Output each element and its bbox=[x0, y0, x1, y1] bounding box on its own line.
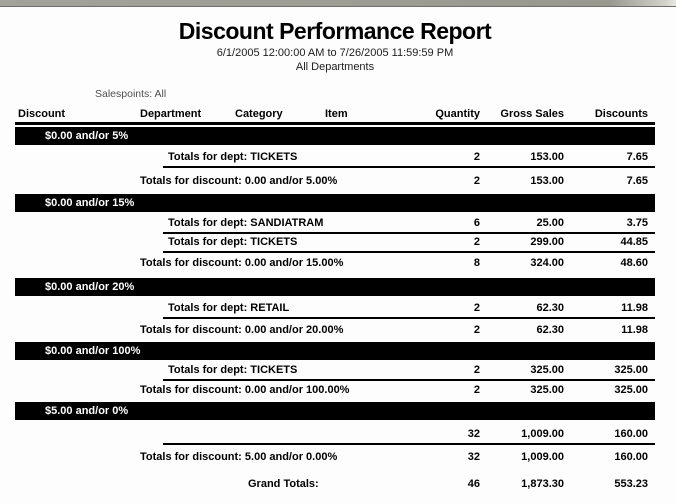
column-header-quantity: Quantity bbox=[435, 108, 480, 120]
discount-total-label: Totals for discount: 0.00 and/or 100.00% bbox=[140, 384, 350, 396]
discounts-cell: 3.75 bbox=[626, 217, 648, 229]
dept-total-label: Totals for dept: TICKETS bbox=[168, 151, 298, 163]
discount-total-label: Totals for discount: 0.00 and/or 20.00% bbox=[140, 324, 344, 336]
dept-total-row: 32 1,009.00 160.00 bbox=[15, 428, 655, 445]
column-header-row: Discount Department Category Item Quanti… bbox=[15, 107, 655, 125]
dept-total-label: Totals for dept: TICKETS bbox=[168, 236, 298, 248]
discounts-cell: 44.85 bbox=[620, 236, 648, 248]
quantity-cell: 46 bbox=[467, 478, 480, 490]
quantity-cell: 2 bbox=[473, 384, 480, 396]
discounts-cell: 325.00 bbox=[614, 364, 648, 376]
discount-total-label: Totals for discount: 0.00 and/or 15.00% bbox=[140, 257, 344, 269]
quantity-cell: 2 bbox=[473, 236, 480, 248]
discounts-cell: 7.65 bbox=[626, 175, 648, 187]
quantity-cell: 2 bbox=[473, 364, 480, 376]
discount-group-bar: $0.00 and/or 15% bbox=[15, 194, 655, 212]
quantity-cell: 32 bbox=[467, 428, 480, 440]
discounts-cell: 160.00 bbox=[614, 451, 648, 463]
report-page: Discount Performance Report 6/1/2005 12:… bbox=[0, 18, 676, 491]
column-header-department: Department bbox=[140, 108, 202, 120]
grand-totals-row: Grand Totals: 46 1,873.30 553.23 bbox=[15, 478, 655, 491]
gross-sales-cell: 1,009.00 bbox=[521, 428, 564, 440]
column-header-discount: Discount bbox=[18, 108, 66, 120]
discounts-cell: 160.00 bbox=[614, 428, 648, 440]
discounts-cell: 325.00 bbox=[614, 384, 648, 396]
column-header-item: Item bbox=[325, 108, 348, 120]
report-title: Discount Performance Report bbox=[178, 18, 492, 44]
gross-sales-cell: 1,873.30 bbox=[521, 478, 564, 490]
column-header-gross-sales: Gross Sales bbox=[500, 108, 564, 120]
dept-total-label: Totals for dept: RETAIL bbox=[168, 302, 290, 314]
dept-total-row: Totals for dept: TICKETS 2 299.00 44.85 bbox=[15, 236, 655, 253]
gross-sales-cell: 1,009.00 bbox=[521, 451, 564, 463]
gross-sales-cell: 62.30 bbox=[536, 302, 564, 314]
discount-group-bar: $0.00 and/or 5% bbox=[15, 127, 655, 145]
discount-total-row: Totals for discount: 0.00 and/or 100.00%… bbox=[15, 384, 655, 397]
discounts-cell: 11.98 bbox=[621, 324, 648, 336]
discount-group-bar: $0.00 and/or 100% bbox=[15, 342, 655, 360]
discount-total-row: Totals for discount: 0.00 and/or 20.00% … bbox=[15, 324, 655, 337]
quantity-cell: 8 bbox=[473, 257, 480, 269]
gross-sales-cell: 299.00 bbox=[530, 236, 564, 248]
grand-totals-label: Grand Totals: bbox=[248, 478, 319, 490]
discount-total-row: Totals for discount: 0.00 and/or 5.00% 2… bbox=[15, 175, 655, 188]
column-header-discounts: Discounts bbox=[594, 108, 648, 120]
dept-total-row: Totals for dept: SANDIATRAM 6 25.00 3.75 bbox=[15, 217, 655, 234]
quantity-cell: 2 bbox=[473, 151, 480, 163]
dept-total-row: Totals for dept: TICKETS 2 153.00 7.65 bbox=[15, 151, 655, 168]
discount-total-label: Totals for discount: 0.00 and/or 5.00% bbox=[140, 175, 338, 187]
discounts-cell: 11.98 bbox=[621, 302, 648, 314]
dept-total-row: Totals for dept: RETAIL 2 62.30 11.98 bbox=[15, 302, 655, 319]
quantity-cell: 32 bbox=[467, 451, 480, 463]
column-header-category: Category bbox=[235, 108, 283, 120]
report-date-range: 6/1/2005 12:00:00 AM to 7/26/2005 11:59:… bbox=[216, 47, 454, 59]
gross-sales-cell: 153.00 bbox=[530, 175, 564, 187]
gross-sales-cell: 62.30 bbox=[536, 324, 564, 336]
discounts-cell: 7.65 bbox=[626, 151, 648, 163]
discounts-cell: 553.23 bbox=[614, 478, 648, 490]
discount-total-label: Totals for discount: 5.00 and/or 0.00% bbox=[140, 451, 338, 463]
discount-total-row: Totals for discount: 5.00 and/or 0.00% 3… bbox=[15, 451, 655, 464]
gross-sales-cell: 153.00 bbox=[530, 151, 564, 163]
gross-sales-cell: 325.00 bbox=[530, 364, 564, 376]
quantity-cell: 2 bbox=[473, 175, 480, 187]
window-top-edge bbox=[0, 0, 676, 7]
quantity-cell: 6 bbox=[473, 217, 480, 229]
salespoints-line: Salespoints: All bbox=[95, 88, 167, 100]
quantity-cell: 2 bbox=[473, 324, 480, 336]
dept-total-row: Totals for dept: TICKETS 2 325.00 325.00 bbox=[15, 364, 655, 381]
discount-group-bar: $0.00 and/or 20% bbox=[15, 278, 655, 296]
dept-total-label: Totals for dept: TICKETS bbox=[168, 364, 298, 376]
quantity-cell: 2 bbox=[473, 302, 480, 314]
gross-sales-cell: 324.00 bbox=[530, 257, 564, 269]
report-scope-line: All Departments bbox=[295, 61, 375, 73]
discount-group-bar: $5.00 and/or 0% bbox=[15, 402, 655, 420]
dept-total-label: Totals for dept: SANDIATRAM bbox=[168, 217, 324, 229]
discount-total-row: Totals for discount: 0.00 and/or 15.00% … bbox=[15, 257, 655, 270]
gross-sales-cell: 325.00 bbox=[530, 384, 564, 396]
discounts-cell: 48.60 bbox=[620, 257, 648, 269]
gross-sales-cell: 25.00 bbox=[536, 217, 564, 229]
